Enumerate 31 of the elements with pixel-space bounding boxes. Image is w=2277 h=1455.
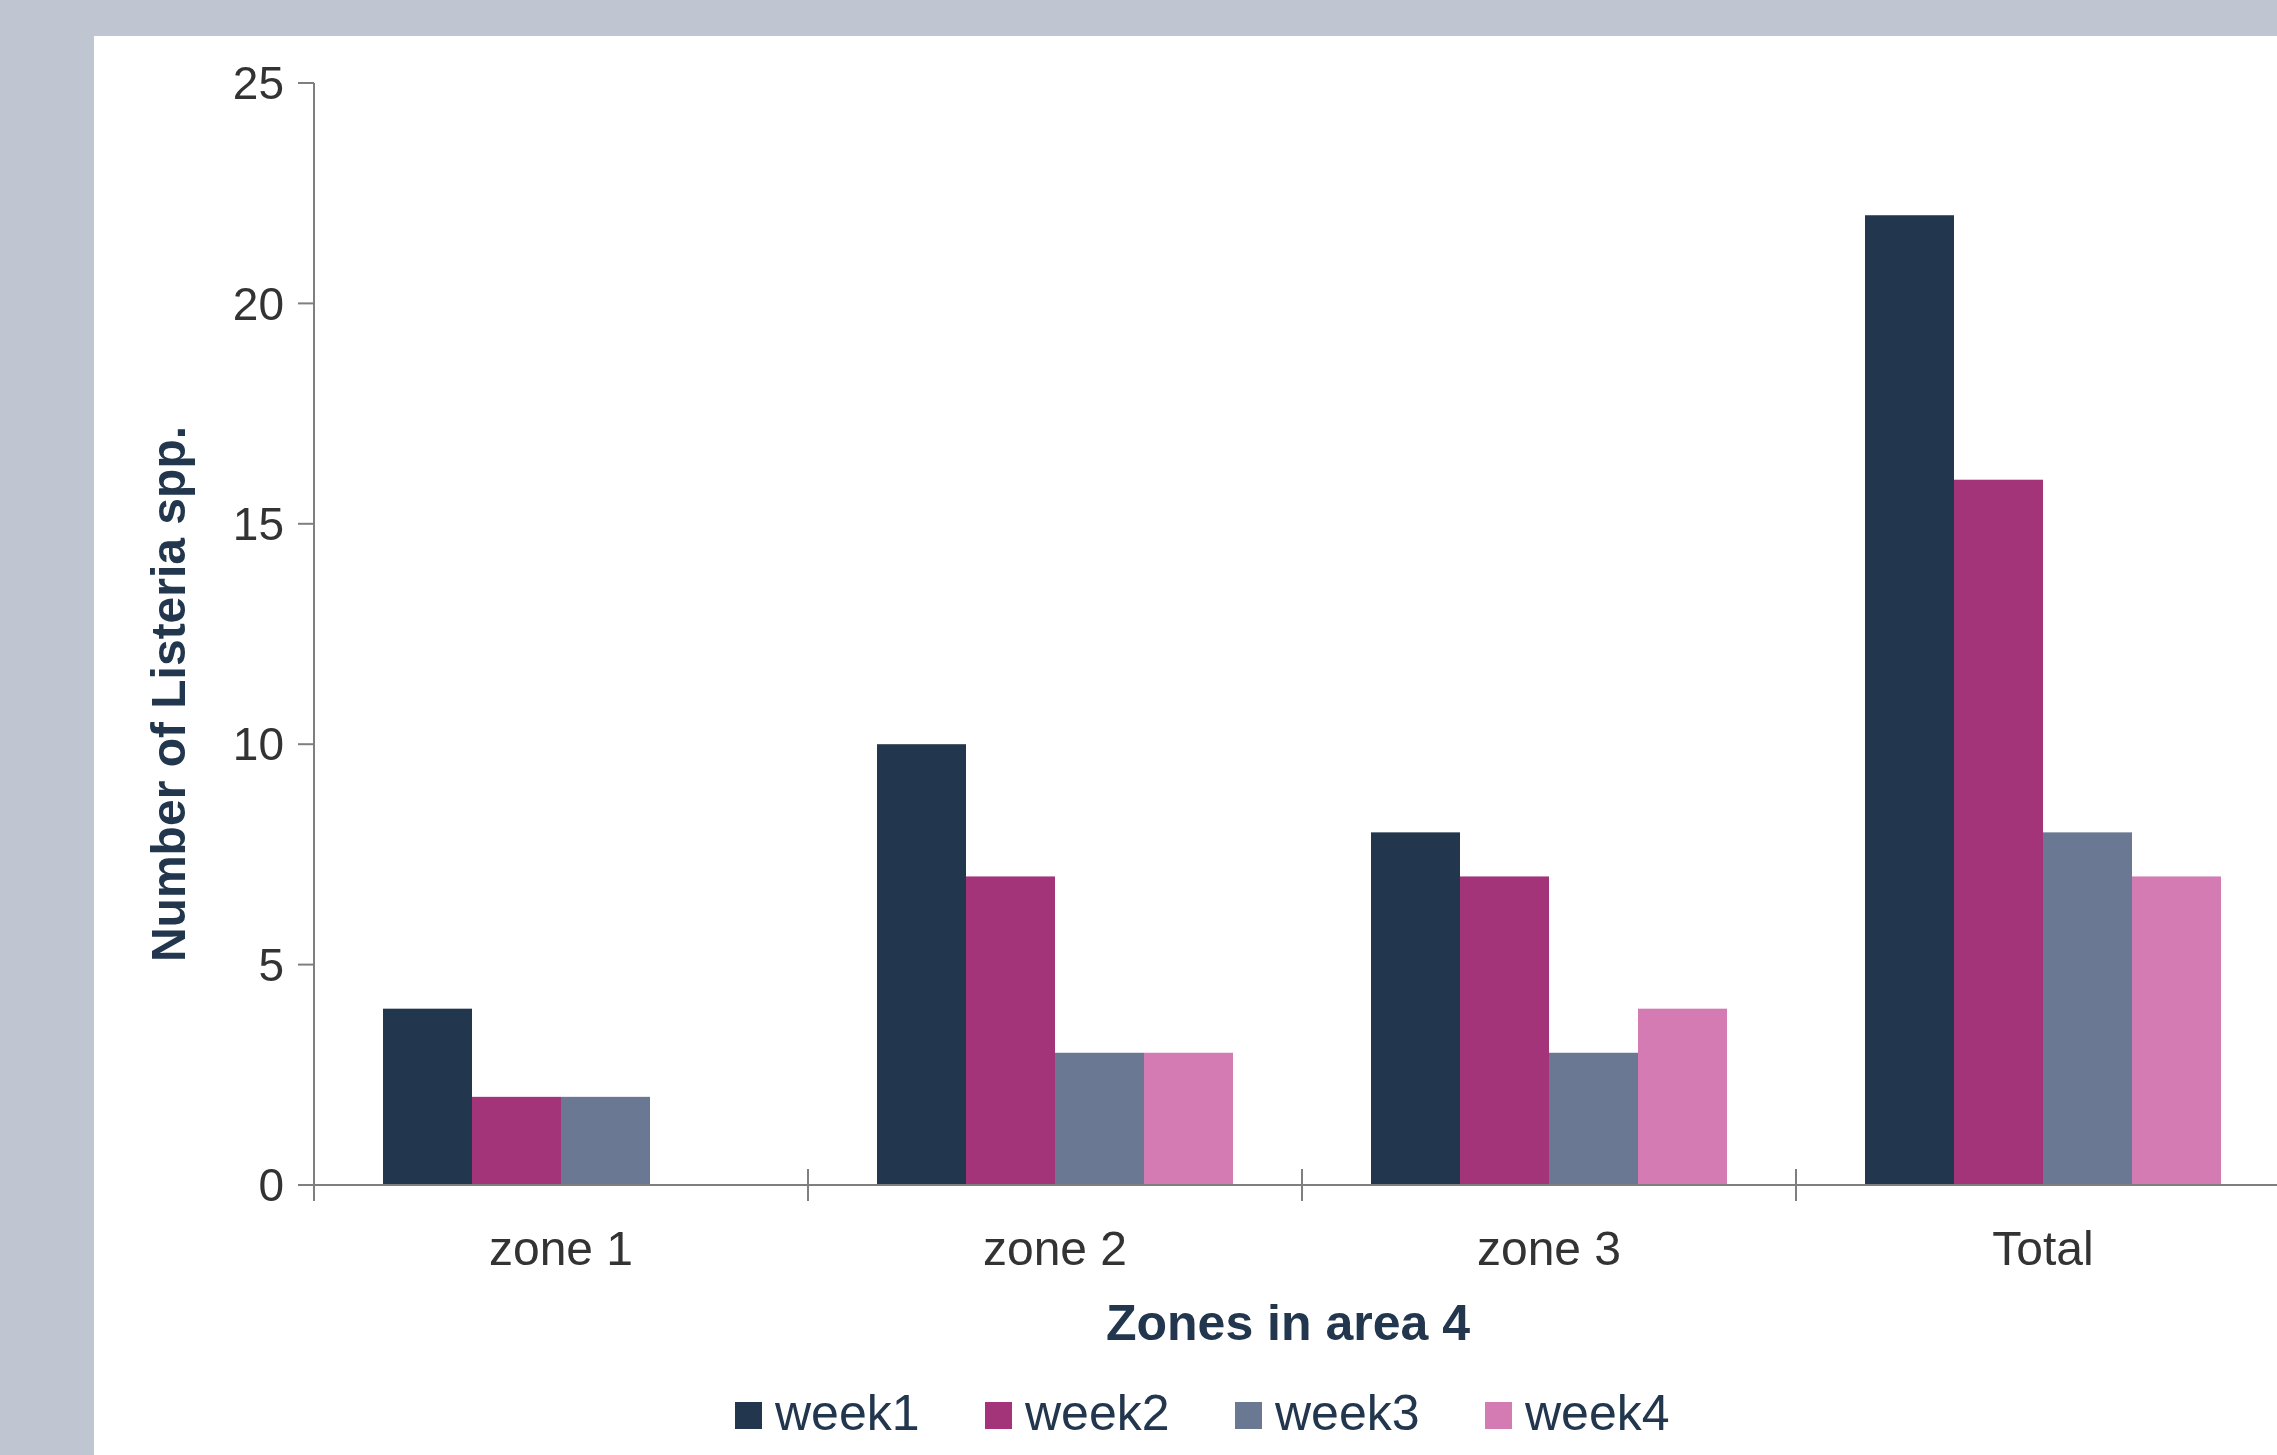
- y-tick-label: 10: [232, 718, 284, 771]
- bar: [1954, 479, 2043, 1185]
- legend-label: week4: [1524, 1385, 1670, 1441]
- bar: [1371, 832, 1460, 1185]
- bar: [1144, 1052, 1233, 1185]
- x-tick-label: zone 3: [1476, 1222, 1622, 1275]
- y-axis-title: Number of Listeria spp.: [142, 425, 195, 963]
- bar: [877, 744, 966, 1185]
- x-tick-label: zone 1: [488, 1222, 634, 1275]
- bar: [2043, 832, 2132, 1185]
- y-tick-label: 25: [232, 57, 284, 110]
- bar: [1460, 876, 1549, 1185]
- bar: [1865, 215, 1954, 1185]
- legend-label: week1: [774, 1385, 920, 1441]
- bar: [1055, 1052, 1144, 1185]
- y-tick-label: 15: [232, 497, 284, 550]
- x-tick-label: Total: [1992, 1222, 2094, 1275]
- bar: [1549, 1052, 1638, 1185]
- x-tick-label: zone 2: [982, 1222, 1128, 1275]
- y-tick-label: 20: [232, 277, 284, 330]
- legend-label: week3: [1274, 1385, 1420, 1441]
- bar: [1638, 1008, 1727, 1185]
- legend-label: week2: [1024, 1385, 1170, 1441]
- y-tick-label: 0: [258, 1159, 284, 1212]
- bar: [966, 876, 1055, 1185]
- bar: [2132, 876, 2221, 1185]
- bar: [472, 1096, 561, 1185]
- x-axis-title: Zones in area 4: [1105, 1295, 1471, 1351]
- y-tick-label: 5: [258, 938, 284, 991]
- bar: [561, 1096, 650, 1185]
- bar: [383, 1008, 472, 1185]
